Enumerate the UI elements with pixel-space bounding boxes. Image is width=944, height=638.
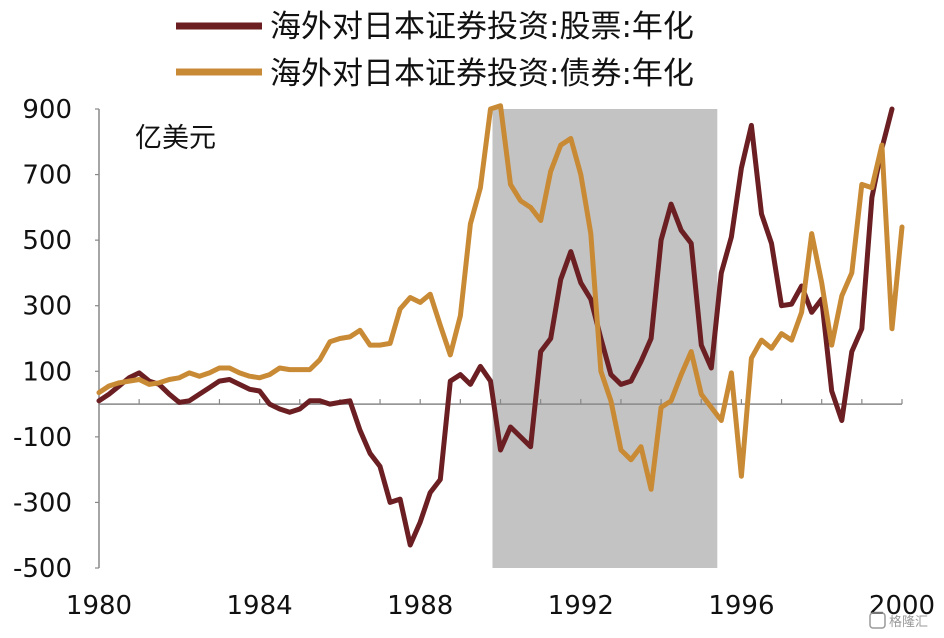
- series-line-stock: [96, 106, 895, 548]
- watermark: 格隆汇: [869, 612, 928, 630]
- legend: 海外对日本证券投资:股票:年化 海外对日本证券投资:债券:年化: [176, 9, 694, 92]
- series-line-bond: [96, 103, 905, 492]
- watermark-logo-icon: [869, 612, 886, 629]
- y-tick-label: -100: [13, 423, 72, 453]
- y-tick-labels: 900 700 500 300 100 -100 -300 -500: [13, 95, 99, 584]
- x-tick-label: 1996: [708, 591, 774, 621]
- y-tick-label: 700: [22, 161, 72, 191]
- y-tick-label: 100: [22, 357, 72, 387]
- unit-label: 亿美元: [135, 123, 216, 154]
- x-tick-labels: 1980 1984 1988 1992 1996 2000: [66, 399, 935, 621]
- legend-label-stock: 海外对日本证券投资:股票:年化: [270, 9, 694, 45]
- x-tick-label: 1980: [66, 591, 132, 621]
- x-tick-label: 1988: [387, 591, 453, 621]
- x-tick-label: 1992: [548, 591, 614, 621]
- x-tick-label: 2000: [869, 591, 935, 621]
- y-tick-label: 300: [22, 292, 72, 322]
- x-tick-label: 1984: [227, 591, 293, 621]
- y-tick-label: 900: [22, 95, 72, 125]
- legend-label-bond: 海外对日本证券投资:债券:年化: [270, 56, 694, 92]
- y-tick-label: -300: [13, 488, 72, 518]
- series-lines: [96, 103, 905, 548]
- watermark-text: 格隆汇: [889, 614, 928, 630]
- shaded-period: [492, 109, 718, 568]
- y-tick-label: 500: [22, 226, 72, 256]
- y-tick-label: -500: [13, 554, 72, 584]
